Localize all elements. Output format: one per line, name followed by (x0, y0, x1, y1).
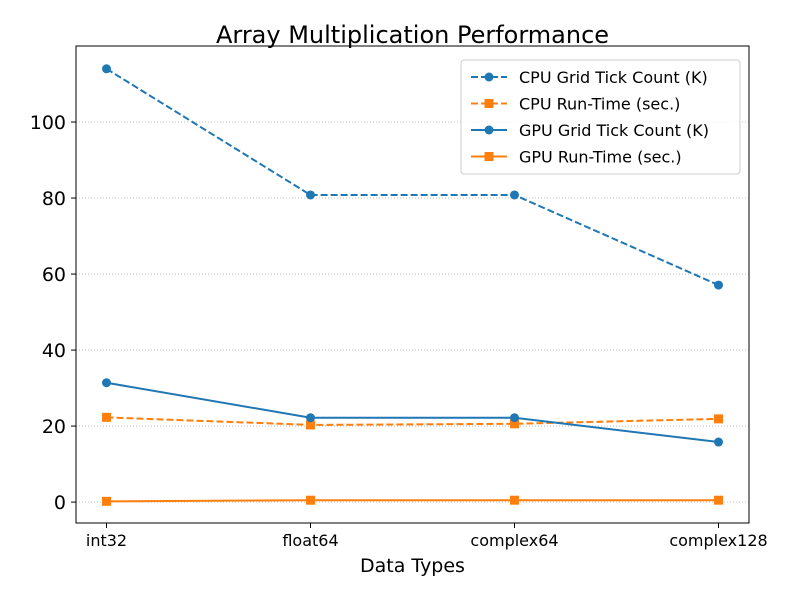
legend-item: CPU Run-Time (sec.) (471, 95, 680, 114)
legend-item: GPU Run-Time (sec.) (471, 148, 682, 167)
data-point (510, 419, 519, 429)
series-line (106, 381, 719, 444)
legend-label: CPU Run-Time (sec.) (519, 95, 680, 114)
legend-item: GPU Grid Tick Count (K) (471, 121, 709, 140)
legend-marker (484, 125, 494, 135)
data-point (306, 190, 315, 200)
data-point (510, 413, 519, 423)
x-tick-label: float64 (282, 531, 338, 550)
data-point (714, 280, 723, 290)
chart-title: Array Multiplication Performance (216, 21, 609, 49)
y-tick-label: 60 (42, 264, 66, 286)
y-tick-label: 80 (42, 188, 66, 210)
data-point (102, 64, 111, 74)
x-tick-label: complex64 (470, 531, 558, 550)
axis-layer: 0 20 40 60 80 100 int32 float64 complex64 complex… (30, 112, 768, 550)
y-tick-label: 0 (54, 492, 66, 514)
y-tick-label: 40 (42, 340, 66, 362)
data-point (510, 495, 519, 505)
data-point (306, 495, 315, 505)
data-point (714, 437, 723, 447)
data-point (306, 413, 315, 423)
series-3 (102, 495, 723, 506)
series-line (106, 499, 719, 503)
data-point (714, 495, 723, 505)
legend-item: CPU Grid Tick Count (K) (471, 68, 708, 87)
legend-label: GPU Grid Tick Count (K) (519, 121, 709, 140)
series-2 (102, 378, 723, 447)
series-line (106, 416, 719, 426)
x-tick-label: int32 (86, 531, 127, 550)
x-tick-label: complex128 (669, 531, 767, 550)
data-point (306, 420, 315, 430)
series-0 (102, 64, 723, 290)
legend-label: GPU Run-Time (sec.) (519, 148, 682, 167)
legend-marker (484, 72, 494, 82)
series-1 (102, 412, 723, 430)
data-point (510, 190, 519, 200)
legend-marker (484, 99, 494, 108)
plot-frame (75, 45, 750, 524)
series-line (105, 67, 719, 286)
data-point (714, 414, 723, 424)
data-point (102, 412, 111, 422)
x-axis-label: Data Types (360, 555, 465, 577)
legend-label: CPU Grid Tick Count (K) (519, 68, 708, 87)
y-tick-label: 100 (30, 112, 66, 134)
y-tick-label: 20 (42, 416, 66, 438)
legend-box (460, 59, 741, 175)
legend-marker (484, 152, 494, 161)
grid-layer (76, 121, 749, 503)
series-layer (102, 64, 723, 506)
data-point (102, 378, 111, 388)
data-point (102, 496, 111, 506)
legend: CPU Grid Tick Count (K) CPU Run-Time (sec… (460, 59, 741, 175)
